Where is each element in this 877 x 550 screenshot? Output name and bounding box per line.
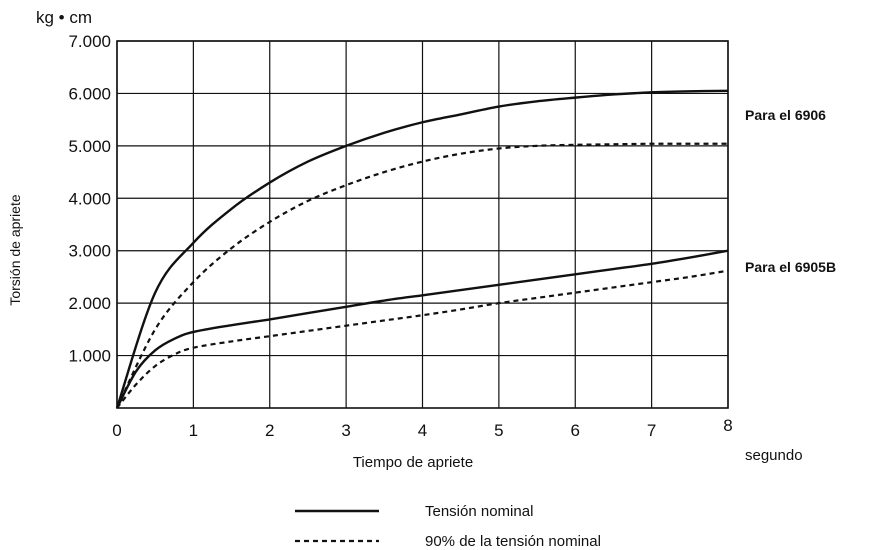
y-tick-label: 6.000 — [68, 84, 111, 103]
grid — [116, 40, 729, 408]
x-unit-label: segundo — [745, 447, 803, 464]
y-tick-label: 7.000 — [68, 32, 111, 51]
y-axis-label: Torsión de apriete — [7, 194, 23, 306]
plot-frame — [116, 40, 729, 409]
x-tick-labels: 0 1 2 3 4 5 6 7 8 — [112, 416, 732, 440]
x-axis-label: Tiempo de apriete — [353, 454, 473, 471]
y-tick-labels: 1.000 2.000 3.000 4.000 5.000 6.000 7.000 — [68, 32, 111, 366]
y-tick-label: 5.000 — [68, 137, 111, 156]
x-tick-label: 5 — [494, 421, 503, 440]
y-tick-label: 2.000 — [68, 294, 111, 313]
x-tick-label: 0 — [112, 421, 121, 440]
legend-dashed-label: 90% de la tensión nominal — [425, 533, 601, 550]
y-tick-label: 4.000 — [68, 189, 111, 208]
x-tick-label: 8 — [723, 416, 732, 435]
x-tick-label: 1 — [189, 421, 198, 440]
group-label-6905b: Para el 6905B — [745, 259, 836, 275]
x-tick-label: 6 — [571, 421, 580, 440]
y-tick-label: 3.000 — [68, 242, 111, 261]
legend: Tensión nominal 90% de la tensión nomina… — [295, 503, 601, 550]
x-tick-label: 2 — [265, 421, 274, 440]
series-line-para-el-6905b-dashed — [116, 269, 729, 409]
x-tick-label: 7 — [647, 421, 656, 440]
series — [115, 89, 729, 409]
group-label-6906: Para el 6906 — [745, 107, 826, 123]
y-unit-label: kg • cm — [36, 8, 92, 27]
series-line-para-el-6906-dashed — [116, 142, 728, 409]
x-tick-label: 3 — [341, 421, 350, 440]
x-tick-label: 4 — [418, 421, 427, 440]
y-tick-label: 1.000 — [68, 347, 111, 366]
series-line-para-el-6905b-solid — [115, 249, 729, 409]
series-line-para-el-6906-solid — [115, 89, 729, 409]
legend-solid-label: Tensión nominal — [425, 503, 533, 520]
